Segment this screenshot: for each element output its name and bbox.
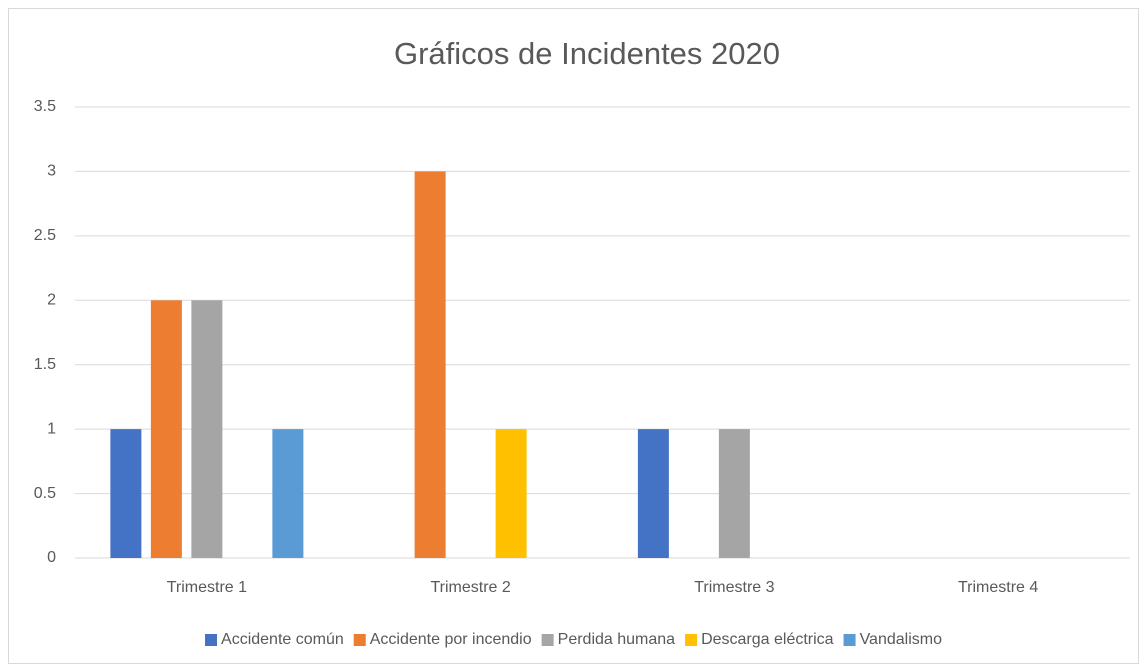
- x-tick-label: Trimestre 3: [694, 579, 774, 596]
- bar: [272, 429, 304, 558]
- bar: [110, 429, 142, 558]
- y-tick-label: 3: [47, 163, 56, 180]
- legend-label: Vandalismo: [860, 631, 943, 648]
- y-tick-label: 0: [47, 549, 56, 566]
- legend-swatch: [541, 634, 554, 646]
- x-tick-label: Trimestre 2: [430, 579, 510, 596]
- legend-swatch: [353, 634, 366, 646]
- y-tick-label: 3.5: [34, 98, 56, 115]
- legend-label: Descarga eléctrica: [701, 631, 834, 648]
- bar: [414, 171, 446, 558]
- legend-label: Accidente por incendio: [370, 631, 532, 648]
- chart-title: Gráficos de Incidentes 2020: [394, 36, 780, 71]
- legend-swatch: [843, 634, 856, 646]
- x-tick-label: Trimestre 1: [167, 579, 247, 596]
- bar: [191, 300, 223, 558]
- y-tick-label: 2.5: [34, 227, 56, 244]
- y-tick-label: 2: [47, 292, 56, 309]
- y-tick-label: 1.5: [34, 356, 56, 373]
- bar: [150, 300, 182, 558]
- legend-swatch: [205, 634, 218, 646]
- y-tick-label: 1: [47, 420, 56, 437]
- bar: [495, 429, 527, 558]
- y-tick-label: 0.5: [34, 485, 56, 502]
- bar: [718, 429, 750, 558]
- legend-swatch: [685, 634, 698, 646]
- bar: [637, 429, 669, 558]
- legend-label: Perdida humana: [558, 631, 676, 648]
- legend-label: Accidente común: [221, 631, 344, 648]
- x-tick-label: Trimestre 4: [958, 579, 1038, 596]
